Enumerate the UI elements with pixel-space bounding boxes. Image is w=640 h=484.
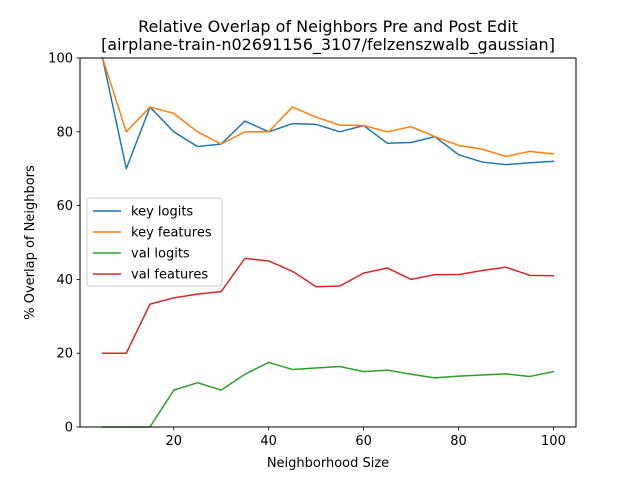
y-tick-label: 20: [56, 347, 73, 362]
series-line-key-features: [101, 57, 555, 158]
legend-label-key-features: key features: [131, 226, 212, 241]
legend-label-key-logits: key logits: [131, 205, 193, 220]
chart-title-line-2: [airplane-train-n02691156_3107/felzenszw…: [101, 35, 555, 55]
x-axis-label: Neighborhood Size: [267, 456, 389, 471]
x-tick-label: 40: [260, 434, 277, 449]
x-tick-label: 80: [450, 434, 467, 449]
legend-label-val-logits: val logits: [131, 247, 190, 262]
series-line-val-features: [101, 257, 555, 354]
legend-box: [86, 197, 223, 287]
plot-lines: [101, 57, 555, 428]
y-axis-label: % Overlap of Neighbors: [23, 165, 38, 320]
series-line-key-logits: [101, 57, 555, 170]
x-tick-label: 60: [355, 434, 372, 449]
x-tick-label: 100: [541, 434, 566, 449]
y-tick-label: 100: [48, 52, 73, 67]
y-tick-label: 0: [65, 421, 73, 436]
y-tick-label: 40: [56, 273, 73, 288]
series-line-val-logits: [101, 361, 555, 428]
x-tick-label: 20: [165, 434, 182, 449]
x-axis-ticks: 20 40 60 80 100: [165, 427, 566, 449]
legend-label-val-features: val features: [131, 268, 208, 283]
legend: key logits key features val logits val feat…: [86, 197, 223, 287]
y-axis-ticks: 0 20 40 60 80 100: [48, 52, 80, 436]
chart-title-line-1: Relative Overlap of Neighbors Pre and Po…: [138, 17, 518, 36]
y-tick-label: 60: [56, 199, 73, 214]
y-tick-label: 80: [56, 125, 73, 140]
plot-frame: [79, 57, 577, 428]
